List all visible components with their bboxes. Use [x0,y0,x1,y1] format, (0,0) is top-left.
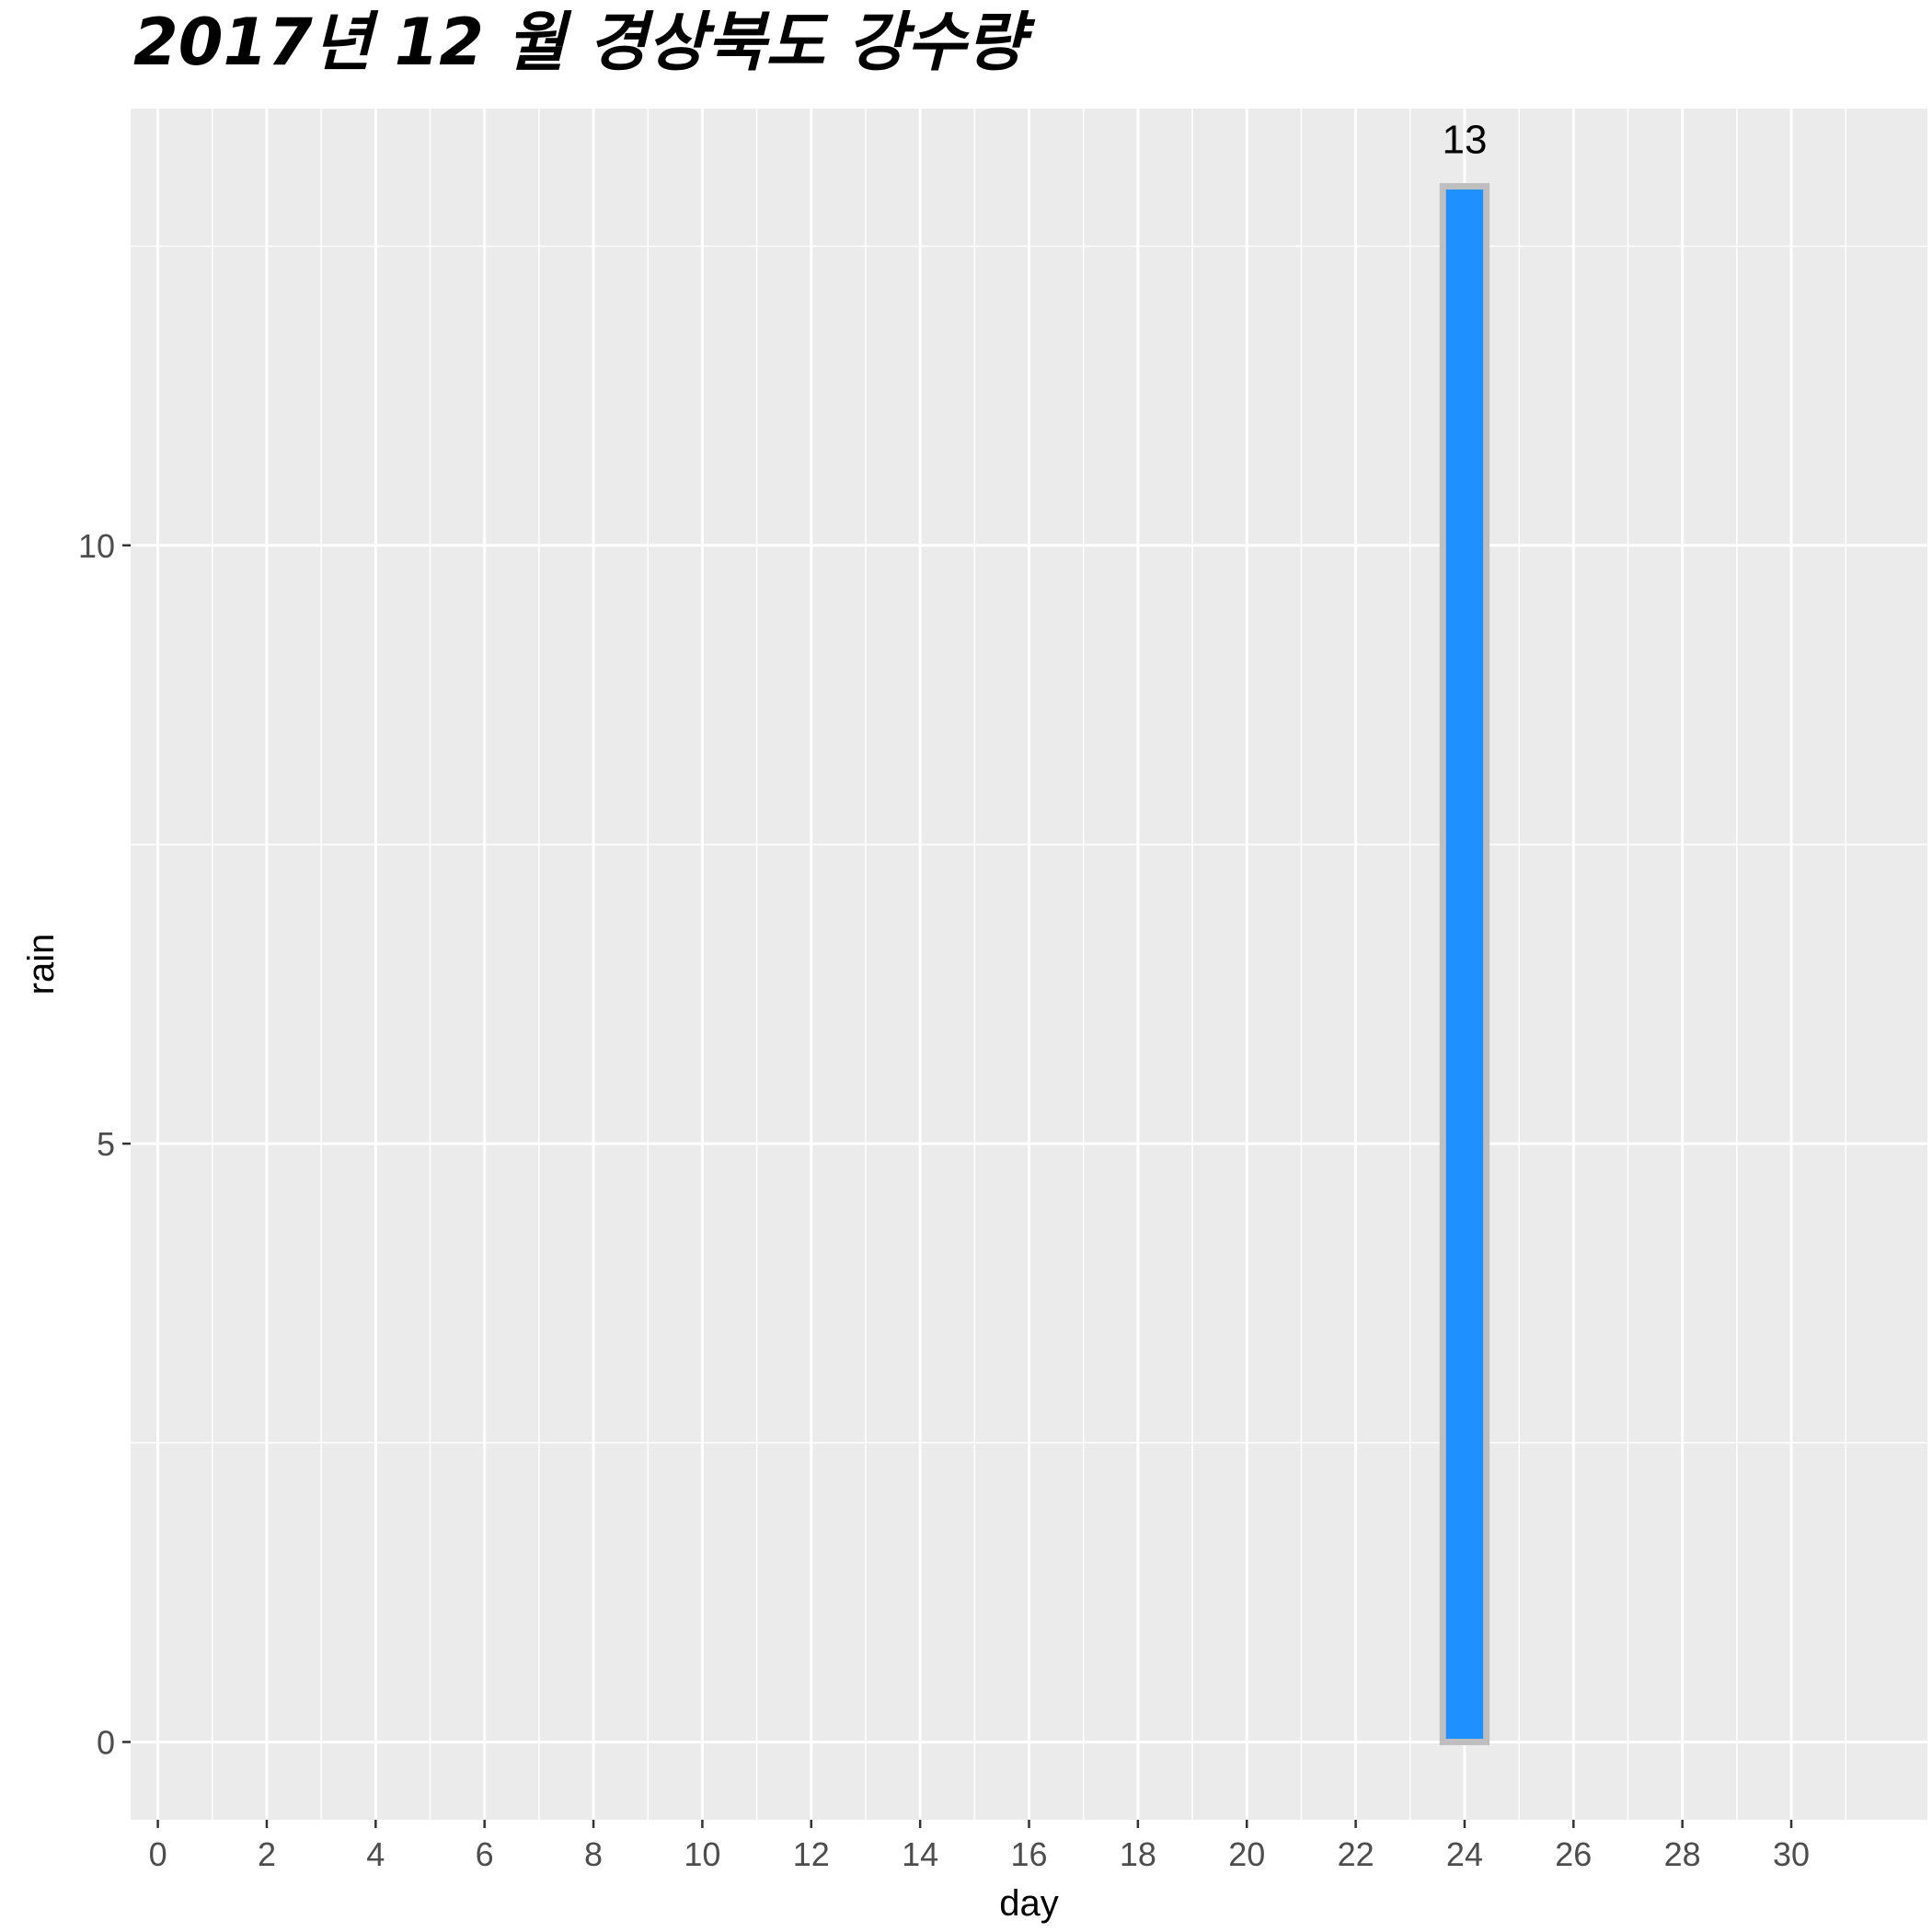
bar [1439,183,1490,1745]
x-tick-label: 14 [902,1835,938,1873]
x-tick-label: 20 [1228,1835,1265,1873]
x-axis-label: day [999,1883,1059,1924]
bars [1439,183,1490,1745]
x-tick-label: 10 [684,1835,720,1873]
x-tick-label: 24 [1446,1835,1483,1873]
x-tick-label: 6 [476,1835,494,1873]
y-tick-label: 5 [97,1125,115,1163]
x-tick-label: 4 [366,1835,385,1873]
major-gridlines [131,109,1927,1820]
x-tick-label: 2 [258,1835,276,1873]
x-tick-label: 28 [1664,1835,1701,1873]
x-tick-label: 26 [1555,1835,1592,1873]
x-axis: 0 2 4 6 8 10 12 14 16 18 20 22 24 26 28 30 [149,1820,1810,1873]
y-tick-label: 0 [97,1723,115,1761]
x-tick-label: 16 [1010,1835,1047,1873]
x-tick-label: 18 [1120,1835,1156,1873]
x-tick-label: 22 [1338,1835,1374,1873]
x-tick-label: 8 [584,1835,603,1873]
bar-value-label: 13 [1442,118,1487,163]
data-labels: 13 [1442,118,1487,163]
y-axis-label: rain [21,934,62,995]
x-tick-label: 12 [793,1835,830,1873]
x-tick-label: 30 [1773,1835,1810,1873]
chart-title: 2017년 12 월 경상북도 강수량 [133,5,1036,80]
y-tick-label: 10 [78,527,115,565]
x-tick-label: 0 [149,1835,167,1873]
y-axis: 0 5 10 [78,527,131,1761]
minor-gridlines [131,109,1927,1820]
